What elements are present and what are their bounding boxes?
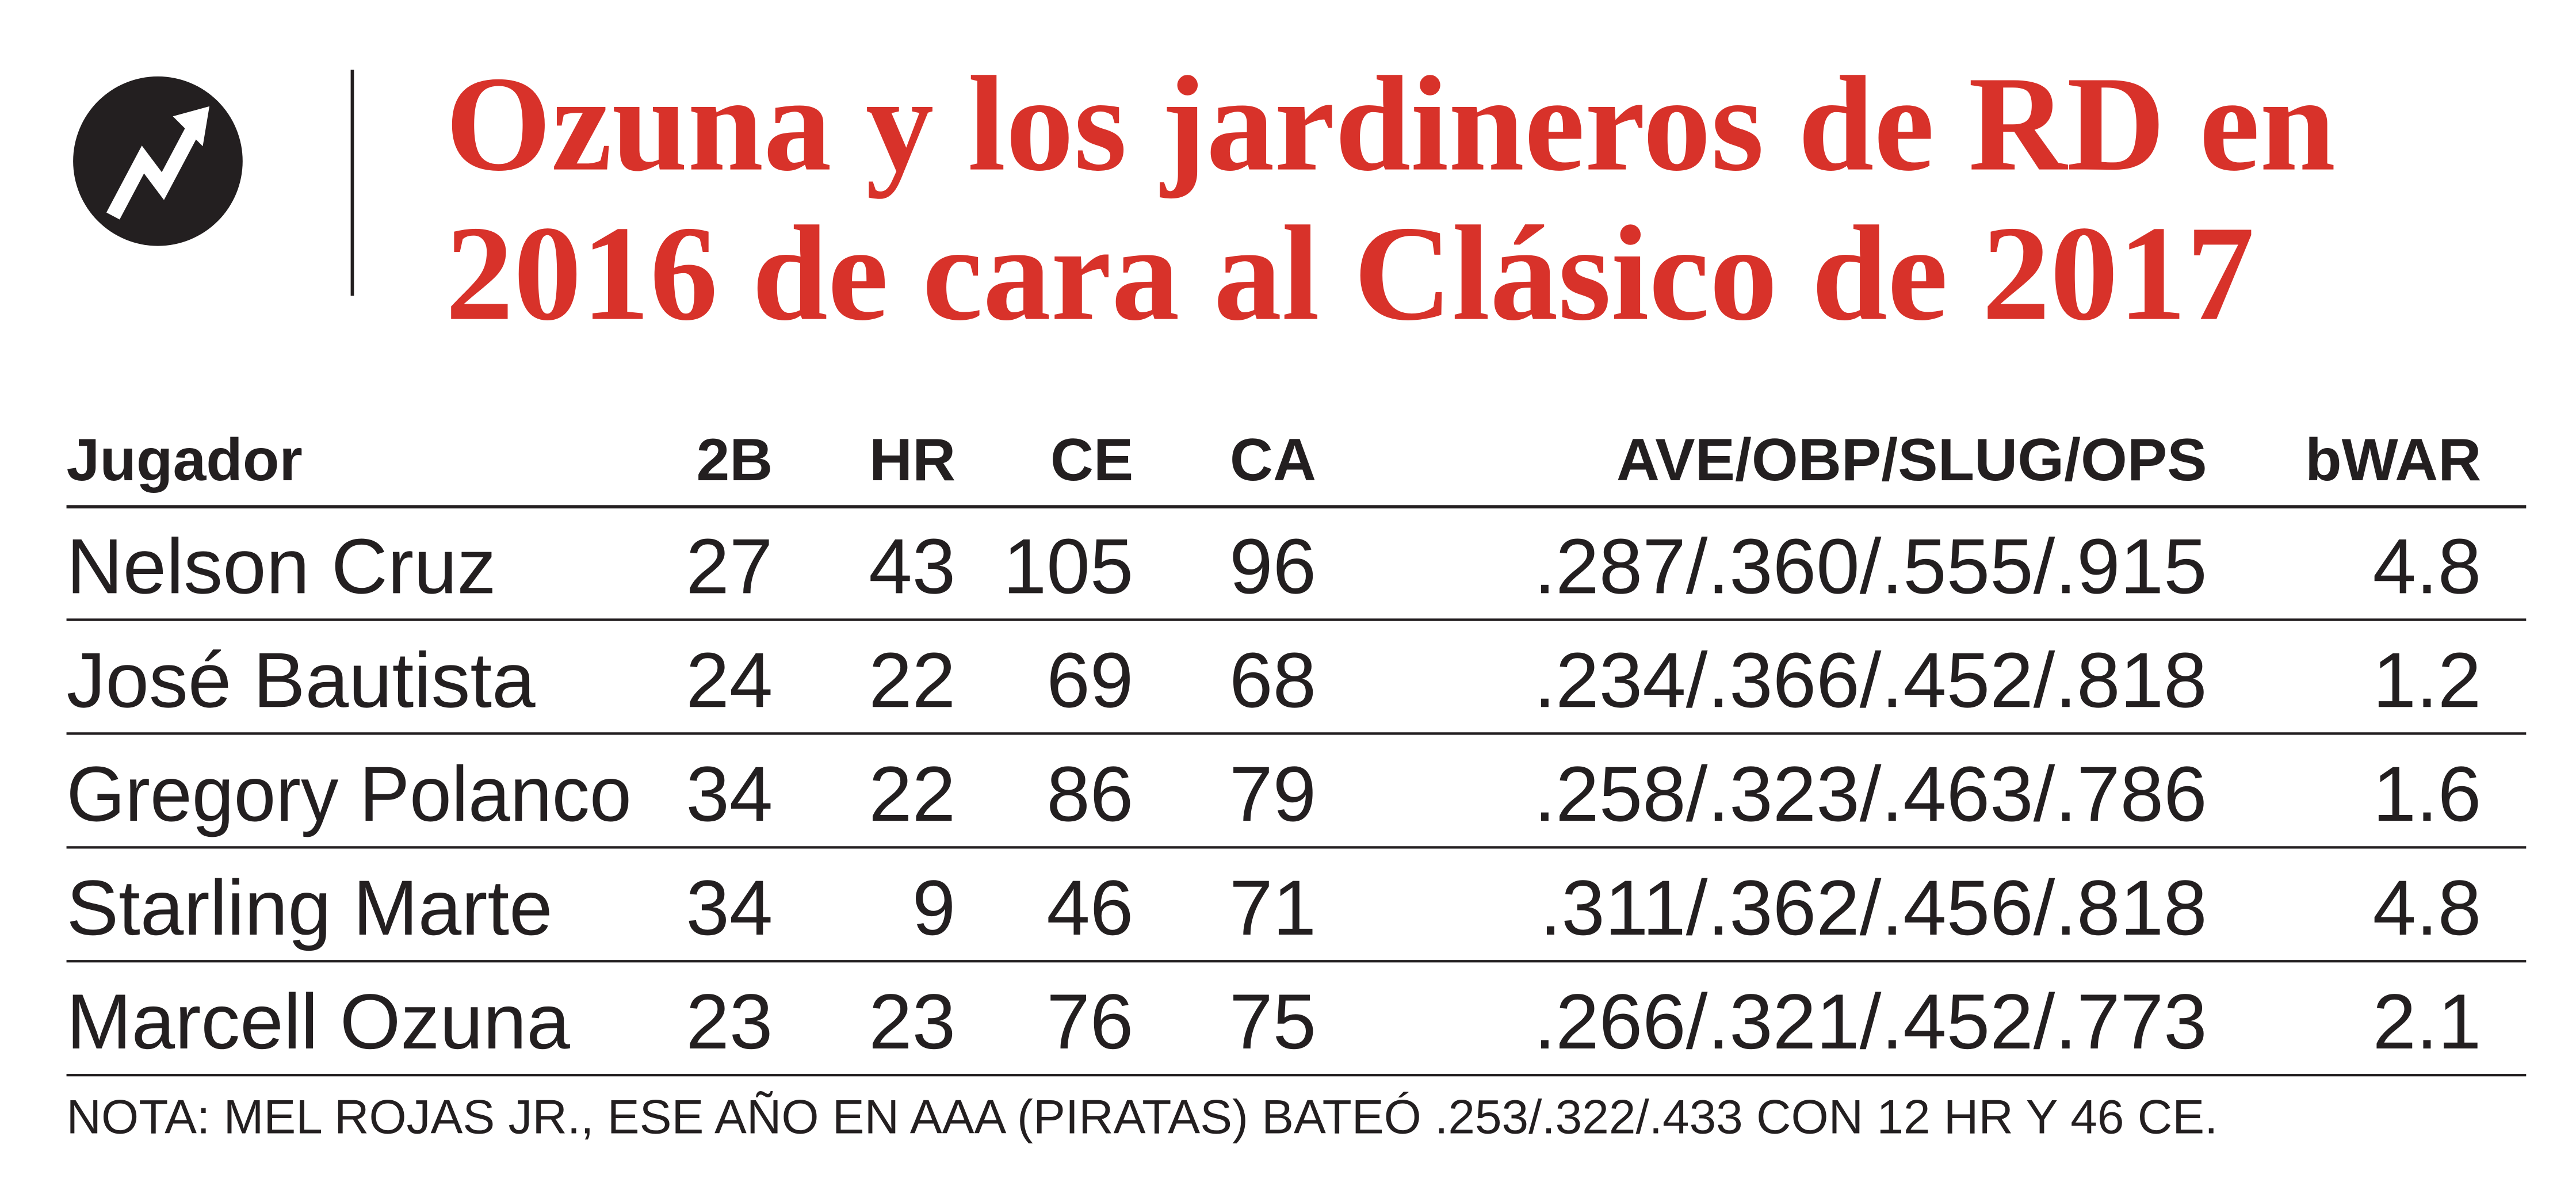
table: Jugador 2B HR CE CA AVE/OBP/SLUG/OPS bWAR Nelso… xyxy=(67,427,2527,1077)
note: NOTA: MEL ROJAS JR., ESE AÑO EN AAA (PIR… xyxy=(67,1089,2218,1143)
player-name: José Bautista xyxy=(67,636,536,724)
stat-cell: 76 xyxy=(1046,978,1133,1065)
stat-cell: 23 xyxy=(869,978,956,1065)
table-row: José Bautista 24 22 69 68 .234/.366/.452/.818… xyxy=(67,636,2482,724)
stat-cell: 24 xyxy=(686,636,773,724)
title-line: 2016 de cara al Clásico de 2017 xyxy=(445,198,2254,349)
column-header: 2B xyxy=(696,427,773,493)
logo-circle xyxy=(73,76,243,246)
column-header: Jugador xyxy=(67,427,303,493)
stat-cell: 68 xyxy=(1229,636,1316,724)
stat-cell: 96 xyxy=(1229,522,1316,610)
stat-cell: 71 xyxy=(1229,864,1316,951)
stat-cell: 4.8 xyxy=(2373,522,2482,610)
column-header: bWAR xyxy=(2305,427,2481,493)
stat-cell: 23 xyxy=(686,978,773,1065)
stat-cell: 9 xyxy=(912,864,956,951)
stat-cell: 2.1 xyxy=(2373,978,2482,1065)
logo-arrow xyxy=(106,126,200,220)
stat-cell: .258/.323/.463/.786 xyxy=(1534,750,2207,837)
stat-cell: .311/.362/.456/.818 xyxy=(1540,864,2207,951)
stat-cell: 75 xyxy=(1229,978,1316,1065)
stat-cell: 43 xyxy=(869,522,956,610)
stat-cell: 34 xyxy=(686,750,773,837)
stat-cell: .287/.360/.555/.915 xyxy=(1534,522,2207,610)
table-row: Nelson Cruz 27 43 105 96 .287/.360/.555/.915 4… xyxy=(67,522,2482,610)
column-header: CE xyxy=(1050,427,1133,493)
stat-cell: 27 xyxy=(686,522,773,610)
stat-cell: .266/.321/.452/.773 xyxy=(1534,978,2207,1065)
title-line: Ozuna y los jardineros de RD en xyxy=(445,49,2336,200)
table-row: Marcell Ozuna 23 23 76 75 .266/.321/.452/.773… xyxy=(67,978,2482,1065)
stat-cell: 22 xyxy=(869,636,956,724)
column-header: CA xyxy=(1230,427,1316,493)
logo xyxy=(73,76,243,246)
player-name: Marcell Ozuna xyxy=(67,978,571,1065)
stat-cell: .234/.366/.452/.818 xyxy=(1534,636,2207,724)
player-name: Nelson Cruz xyxy=(67,522,496,610)
stat-cell: 4.8 xyxy=(2373,864,2482,951)
stat-cell: 46 xyxy=(1046,864,1133,951)
stat-cell: 69 xyxy=(1046,636,1133,724)
player-name: Gregory Polanco xyxy=(67,750,632,837)
stat-cell: 105 xyxy=(1003,522,1134,610)
column-header: HR xyxy=(869,427,956,493)
logo-arrow-head xyxy=(173,106,210,147)
table-row: Starling Marte 34 9 46 71 .311/.362/.456/.818… xyxy=(67,864,2482,951)
stat-cell: 1.2 xyxy=(2373,636,2482,724)
table-row: Gregory Polanco 34 22 86 79 .258/.323/.463/.7… xyxy=(67,750,2482,837)
stat-cell: 79 xyxy=(1229,750,1316,837)
column-header: AVE/OBP/SLUG/OPS xyxy=(1616,427,2207,493)
stat-cell: 1.6 xyxy=(2373,750,2482,837)
stat-cell: 34 xyxy=(686,864,773,951)
stat-cell: 86 xyxy=(1046,750,1133,837)
stat-cell: 22 xyxy=(869,750,956,837)
player-name: Starling Marte xyxy=(67,864,553,951)
